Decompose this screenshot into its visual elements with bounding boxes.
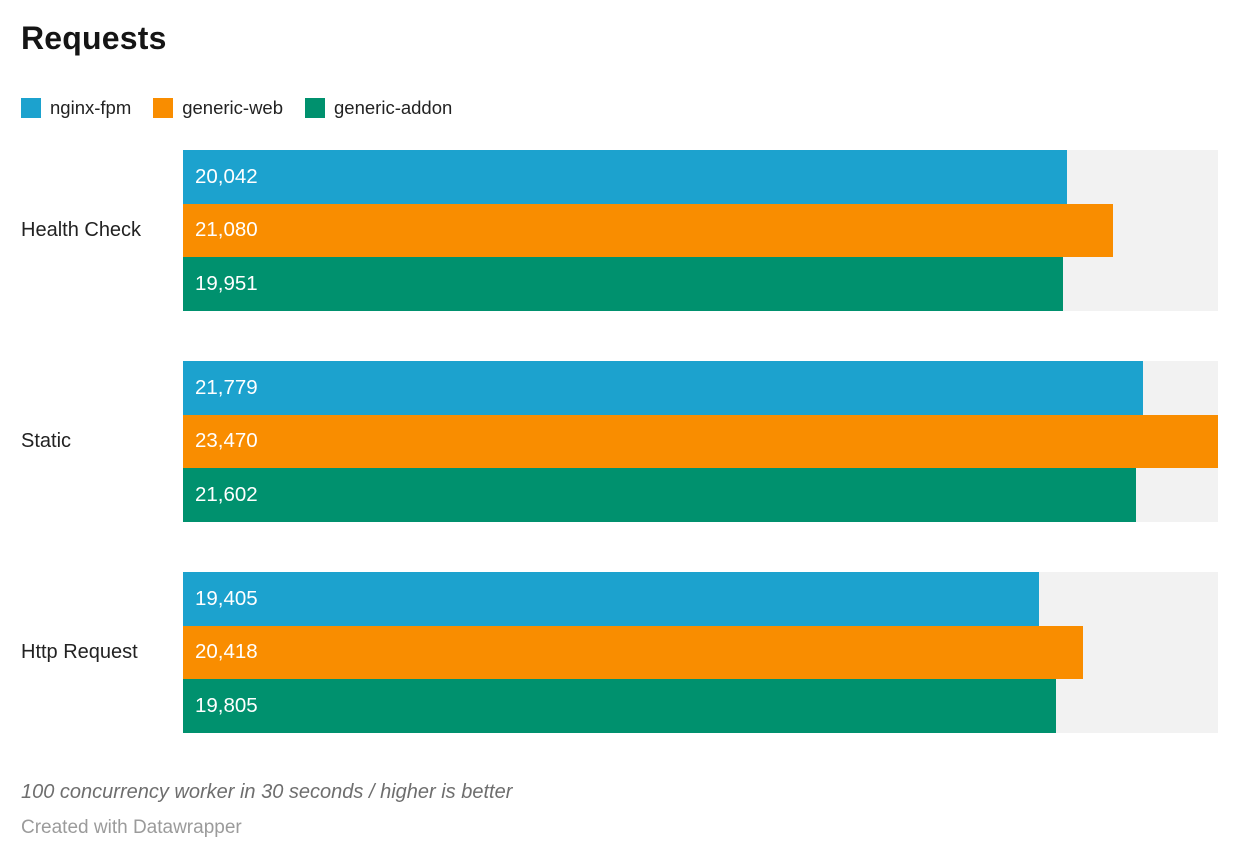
bar-track: 21,779 [183,360,1218,415]
bar-track: 23,470 [183,414,1218,469]
bar-value-label: 21,602 [195,483,258,507]
chart-card: Requests nginx-fpm generic-web generic-a… [0,18,1240,860]
category-label-cell: Http Request [0,572,183,733]
bar-nginx-fpm: 20,042 [183,150,1067,204]
legend-label: generic-addon [334,97,453,118]
bar-generic-web: 23,470 [183,414,1218,469]
bar-track: 19,405 [183,571,1218,626]
bar-track: 19,951 [183,257,1218,311]
footnote: 100 concurrency worker in 30 seconds / h… [21,780,513,803]
bar-value-label: 20,418 [195,640,258,664]
bars-cell: 19,405 20,418 19,805 [183,571,1218,733]
bar-value-label: 23,470 [195,429,258,453]
category-label: Static [21,429,72,452]
legend-item-generic-addon: generic-addon [305,97,452,119]
legend-label: generic-web [182,97,284,118]
category-group-static: Static 21,779 23,470 21,602 [0,360,1240,522]
legend: nginx-fpm generic-web generic-addon [21,97,1240,119]
category-group-health-check: Health Check 20,042 21,080 19,951 [0,150,1240,311]
bar-chart: Health Check 20,042 21,080 19,951 [0,150,1240,733]
bar-value-label: 19,405 [195,586,258,610]
category-label: Health Check [21,218,142,241]
legend-swatch-icon [153,98,174,118]
bar-generic-web: 20,418 [183,625,1084,680]
bar-value-label: 20,042 [195,164,258,188]
bar-generic-addon: 19,805 [183,679,1057,733]
bar-generic-web: 21,080 [183,203,1113,258]
bars-cell: 20,042 21,080 19,951 [183,150,1218,311]
bar-track: 20,418 [183,625,1218,680]
bar-generic-addon: 21,602 [183,468,1136,522]
bar-track: 21,080 [183,203,1218,258]
category-label-cell: Health Check [0,150,183,311]
bar-track: 20,042 [183,150,1218,204]
bar-nginx-fpm: 21,779 [183,360,1144,415]
legend-item-nginx-fpm: nginx-fpm [21,97,131,119]
bar-value-label: 19,805 [195,694,258,718]
bar-track: 21,602 [183,468,1218,522]
legend-swatch-icon [21,98,41,118]
category-label-cell: Static [0,361,183,522]
page-title: Requests [21,20,167,56]
category-label: Http Request [21,640,138,663]
bar-value-label: 21,080 [195,218,258,242]
datawrapper-attribution-link[interactable]: Created with Datawrapper [21,816,242,838]
bar-generic-addon: 19,951 [183,257,1063,311]
category-group-http-request: Http Request 19,405 20,418 19,805 [0,571,1240,733]
legend-item-generic-web: generic-web [153,97,283,119]
legend-label: nginx-fpm [50,97,132,118]
bar-nginx-fpm: 19,405 [183,571,1039,626]
legend-swatch-icon [305,98,326,118]
bars-cell: 21,779 23,470 21,602 [183,360,1218,522]
bar-value-label: 21,779 [195,375,258,399]
bar-value-label: 19,951 [195,272,258,296]
bar-track: 19,805 [183,679,1218,733]
